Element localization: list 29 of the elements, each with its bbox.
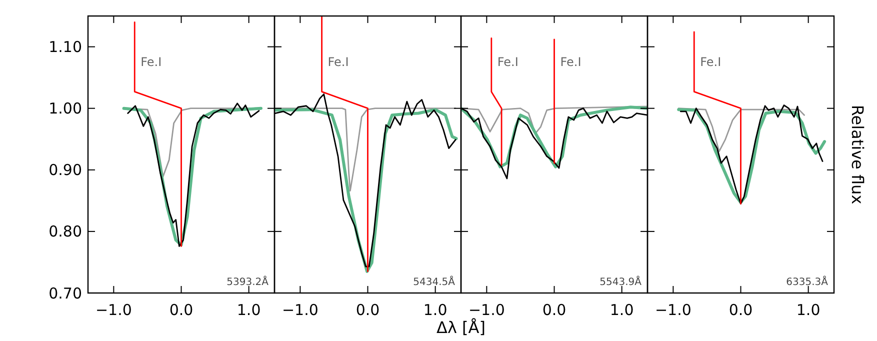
annotation: 5393.2Å — [226, 275, 269, 288]
x-tick-label: 1.0 — [423, 301, 448, 319]
x-tick-label: 1.0 — [796, 301, 820, 319]
y-tick-label: 0.80 — [48, 222, 82, 241]
annotation: Fe.I — [328, 55, 349, 70]
x-tick-label: −1.0 — [282, 301, 318, 319]
annotation: Fe.I — [497, 55, 518, 70]
y-tick-label: 1.00 — [48, 100, 82, 118]
annotation: 5434.5Å — [413, 275, 456, 288]
annotation: 5543.9Å — [600, 275, 642, 288]
y-tick-label: 1.10 — [48, 38, 82, 56]
x-tick-label: 0.0 — [542, 301, 566, 319]
x-tick-label: 1.0 — [236, 301, 261, 319]
annotation: 6335.3Å — [786, 275, 828, 288]
x-tick-label: −1.0 — [95, 301, 132, 319]
x-tick-label: 1.0 — [610, 301, 634, 319]
annotation: Fe.I — [140, 55, 162, 70]
x-tick-label: 0.0 — [169, 301, 194, 319]
x-tick-label: −1.0 — [654, 301, 692, 319]
x-tick-label: 0.0 — [356, 301, 380, 319]
annotation: Fe.I — [700, 55, 722, 70]
y-axis-title: Relative flux — [848, 104, 867, 204]
y-tick-label: 0.70 — [48, 284, 82, 302]
annotation: Fe.I — [560, 55, 582, 70]
x-tick-label: −1.0 — [468, 301, 505, 319]
y-tick-label: 0.90 — [48, 161, 82, 180]
line-series — [134, 21, 182, 247]
x-tick-label: 0.0 — [728, 301, 753, 319]
x-axis-title: Δλ [Å] — [436, 318, 486, 337]
